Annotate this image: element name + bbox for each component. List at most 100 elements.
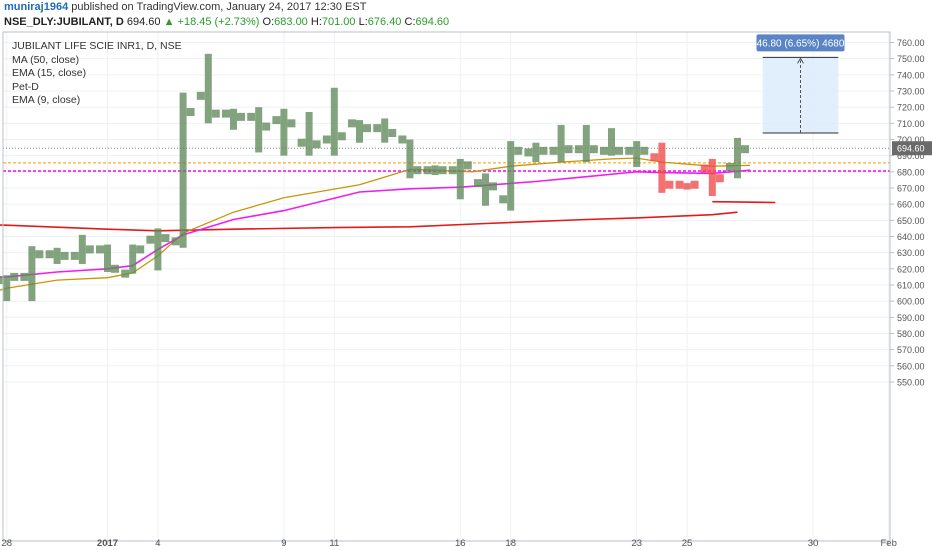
bar-close-tick (287, 119, 296, 128)
y-tick-label: 650.00 (897, 216, 925, 226)
bar-range (179, 92, 187, 248)
y-tick-label: 600.00 (897, 297, 925, 307)
bar-range (633, 141, 641, 167)
x-tick-label: 16 (455, 538, 466, 549)
y-tick-label: 710.00 (897, 119, 925, 129)
ohlc-bar (45, 247, 69, 264)
y-tick-label: 640.00 (897, 232, 925, 242)
x-tick-label: 2017 (97, 538, 118, 549)
symbol-quote-line: NSE_DLY:JUBILANT, D 694.60 ▲ +18.45 (+2.… (0, 15, 932, 29)
series-line-petd (712, 200, 776, 204)
y-tick-label: 670.00 (897, 183, 925, 193)
y-tick-label: 690.00 (897, 151, 925, 161)
ohlc-bar (373, 118, 397, 143)
bar-open-tick (272, 116, 281, 125)
legend-main-series[interactable]: JUBILANT LIFE SCIE INR1, D, NSE (12, 40, 182, 52)
ohlc-bar (146, 228, 170, 271)
low-label: L: (358, 16, 368, 28)
bar-close-tick (186, 108, 195, 117)
x-tick-label: 23 (631, 538, 642, 549)
ohlc-bar (675, 180, 699, 190)
high-label: H: (310, 16, 322, 28)
y-tick-label: 560.00 (897, 361, 925, 371)
bar-range (356, 120, 363, 143)
bar-open-tick (448, 166, 457, 175)
bar-open-tick (398, 135, 407, 144)
ohlc-bar (0, 272, 19, 302)
indicator-legend: JUBILANT LIFE SCIE INR1, D, NSE MA (50, … (12, 40, 182, 108)
legend-pet-d[interactable]: Pet-D (12, 80, 39, 93)
indicator-lines (0, 157, 776, 291)
legend-ema15[interactable]: EMA (15, close) (12, 67, 87, 79)
bar-close-tick (10, 272, 19, 281)
bar-open-tick (675, 180, 684, 189)
bar-close-tick (363, 124, 371, 133)
bar-open-tick (650, 153, 659, 162)
y-tick-label: 570.00 (897, 345, 925, 355)
bar-range (658, 142, 666, 193)
bar-open-tick (171, 237, 180, 246)
bar-open-tick (524, 148, 533, 157)
low-value: 676.40 (367, 16, 402, 28)
bar-close-tick (312, 140, 321, 149)
y-tick-label: 550.00 (897, 377, 925, 387)
x-tick-label: 9 (281, 538, 286, 549)
ohlc-bars (0, 53, 749, 302)
close-value: 694.60 (415, 16, 450, 28)
y-tick-label: 730.00 (897, 86, 925, 96)
author-name[interactable]: muniraj1964 (4, 1, 69, 13)
ohlc-bar (524, 142, 548, 163)
y-tick-label: 680.00 (897, 167, 925, 177)
y-tick-label: 760.00 (897, 38, 925, 48)
symbol-name[interactable]: NSE_DLY:JUBILANT, D (4, 16, 124, 28)
ohlc-bar (20, 246, 44, 302)
bar-close-tick (388, 129, 397, 138)
bar-close-tick (564, 145, 573, 154)
bar-close-tick (111, 264, 119, 273)
ohlc-bar (398, 135, 422, 179)
bar-range (3, 275, 11, 302)
bar-open-tick (348, 119, 356, 128)
bar-range (734, 137, 741, 179)
ohlc-bar (474, 173, 497, 206)
bar-close-tick (615, 146, 623, 155)
y-tick-label: 590.00 (897, 313, 925, 323)
y-tick-label: 630.00 (897, 248, 925, 258)
x-tick-label: Feb (881, 538, 897, 549)
bar-close-tick (514, 146, 523, 155)
bar-range (129, 244, 137, 274)
bar-open-tick (700, 164, 709, 173)
bar-range (330, 87, 338, 156)
bar-close-tick (35, 250, 44, 259)
bar-range (28, 246, 36, 302)
ohlc-bar (70, 234, 94, 264)
horizontal-lines (3, 147, 890, 172)
bar-open-tick (549, 146, 558, 155)
bar-open-tick (499, 195, 508, 204)
bar-close-tick (463, 161, 472, 170)
y-tick-label: 700.00 (897, 135, 925, 145)
y-tick-label: 750.00 (897, 54, 925, 64)
bar-range (557, 124, 565, 163)
bar-open-tick (222, 109, 230, 118)
bar-range (381, 118, 389, 143)
legend-ema9[interactable]: EMA (9, close) (12, 94, 81, 106)
high-value: 701.00 (321, 16, 356, 28)
last-price-label-bg (892, 141, 932, 156)
bar-range (431, 165, 439, 176)
bar-range (154, 228, 162, 271)
bar-close-tick (539, 146, 548, 155)
bar-range (456, 158, 464, 200)
bar-open-tick (423, 166, 432, 175)
legend-ma50[interactable]: MA (50, close) (12, 53, 80, 66)
y-tick-label: 610.00 (897, 280, 925, 290)
bar-open-tick (196, 91, 205, 100)
bar-close-tick (489, 182, 497, 191)
ohlc-bar (272, 108, 296, 156)
ohlc-bar (700, 158, 724, 197)
series-line-ma50 (0, 211, 738, 232)
price-change: ▲ +18.45 (+2.73%) (163, 16, 260, 28)
ohlc-bar (196, 53, 220, 124)
